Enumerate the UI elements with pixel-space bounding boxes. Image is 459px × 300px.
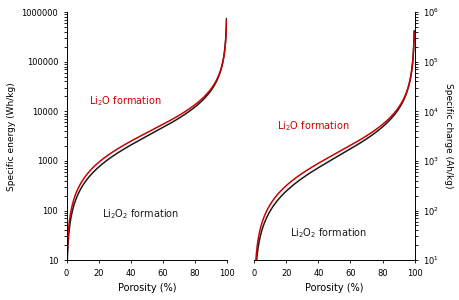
Text: Li$_2$O$_2$ formation: Li$_2$O$_2$ formation [289, 226, 366, 240]
X-axis label: Porosity (%): Porosity (%) [118, 283, 176, 293]
Text: Li$_2$O formation: Li$_2$O formation [276, 119, 348, 133]
Y-axis label: Specific charge (Ah/kg): Specific charge (Ah/kg) [443, 83, 452, 189]
Y-axis label: Specific energy (Wh/kg): Specific energy (Wh/kg) [7, 82, 16, 190]
Text: Li$_2$O formation: Li$_2$O formation [89, 94, 161, 108]
Text: Li$_2$O$_2$ formation: Li$_2$O$_2$ formation [101, 207, 179, 221]
X-axis label: Porosity (%): Porosity (%) [304, 283, 363, 293]
